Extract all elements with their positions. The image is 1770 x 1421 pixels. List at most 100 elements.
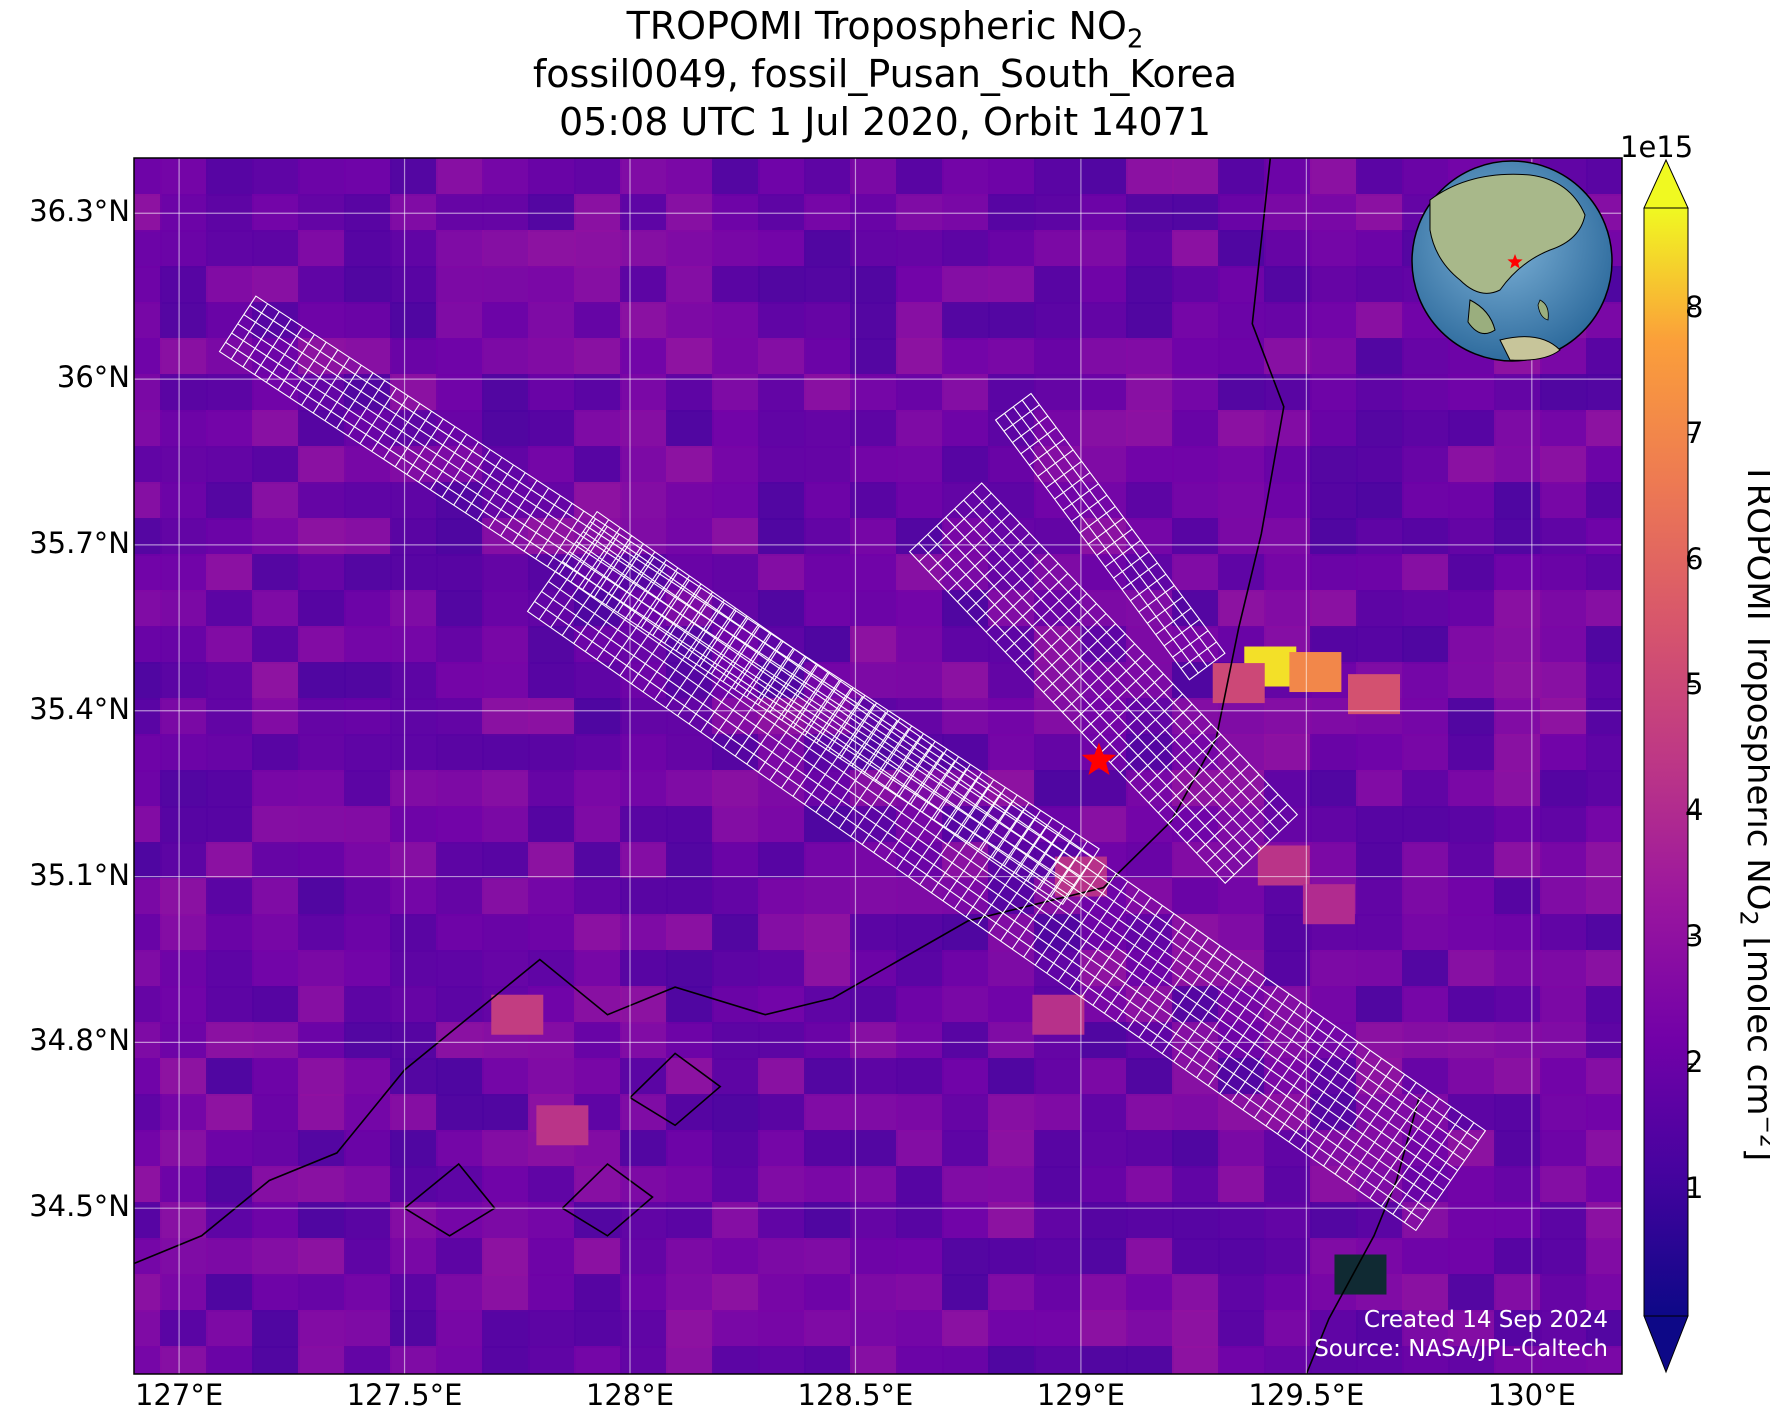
no2-pixel xyxy=(1494,914,1542,952)
no2-pixel xyxy=(1034,266,1082,304)
no2-pixel xyxy=(1126,1346,1174,1374)
no2-pixel xyxy=(436,302,484,340)
no2-pixel xyxy=(712,806,760,844)
no2-pixel xyxy=(482,1346,530,1374)
no2-pixel xyxy=(390,518,438,556)
no2-pixel xyxy=(942,698,990,736)
no2-pixel xyxy=(390,1238,438,1276)
no2-pixel xyxy=(252,626,300,664)
no2-pixel xyxy=(1218,1238,1266,1276)
no2-pixel xyxy=(134,446,162,484)
no2-pixel xyxy=(206,662,254,700)
no2-pixel xyxy=(850,158,898,196)
oco-footprint-edge xyxy=(589,521,1479,1142)
no2-pixel xyxy=(988,698,1036,736)
no2-pixel xyxy=(666,518,714,556)
colorbar-tick-label: 8 xyxy=(1685,289,1704,324)
no2-pixel xyxy=(1264,374,1312,412)
no2-pixel xyxy=(620,410,668,448)
no2-pixel xyxy=(134,1238,162,1276)
colorbar-tick-label: 3 xyxy=(1685,919,1704,954)
no2-pixel xyxy=(436,1094,484,1132)
no2-pixel xyxy=(528,302,576,340)
no2-pixel xyxy=(1356,590,1404,628)
no2-pixel xyxy=(528,770,576,808)
no2-pixel xyxy=(1494,878,1542,916)
no2-pixel xyxy=(758,482,806,520)
no2-pixel xyxy=(160,410,208,448)
no2-pixel xyxy=(1586,626,1622,664)
oco-footprint-edge xyxy=(569,551,1458,1172)
no2-pixel xyxy=(252,410,300,448)
no2-pixel xyxy=(1172,230,1220,268)
no2-pixel xyxy=(1402,626,1450,664)
no2-pixel xyxy=(1540,1274,1588,1312)
no2-pixel xyxy=(1540,626,1588,664)
no2-pixel xyxy=(206,878,254,916)
no2-pixel xyxy=(896,266,944,304)
no2-pixel xyxy=(528,230,576,268)
colorbar-tick-label: 7 xyxy=(1685,415,1704,450)
no2-pixel xyxy=(1356,302,1404,340)
no2-pixel xyxy=(482,1130,530,1168)
no2-pixel xyxy=(298,950,346,988)
no2-pixel xyxy=(942,374,990,412)
no2-pixel xyxy=(896,590,944,628)
no2-pixel xyxy=(206,446,254,484)
no2-pixel xyxy=(482,698,530,736)
no2-pixel xyxy=(1080,230,1128,268)
no2-pixel xyxy=(298,302,346,340)
oco-swath xyxy=(526,510,1487,1232)
no2-pixel xyxy=(1448,482,1496,520)
no2-pixel xyxy=(942,1346,990,1374)
no2-hotspot-pixel xyxy=(491,994,544,1035)
no2-pixel xyxy=(896,554,944,592)
no2-pixel xyxy=(712,554,760,592)
no2-pixel xyxy=(252,1346,300,1374)
no2-pixel xyxy=(1448,590,1496,628)
no2-pixel xyxy=(1356,842,1404,880)
no2-pixel xyxy=(988,482,1036,520)
no2-pixel xyxy=(134,806,162,844)
no2-pixel xyxy=(1126,1274,1174,1312)
no2-pixel xyxy=(850,986,898,1024)
no2-pixel xyxy=(436,842,484,880)
no2-pixel xyxy=(1034,626,1082,664)
no2-pixel xyxy=(1126,1094,1174,1132)
no2-pixel xyxy=(528,410,576,448)
no2-pixel xyxy=(1080,446,1128,484)
no2-pixel xyxy=(1494,1166,1542,1204)
no2-pixel xyxy=(666,1346,714,1374)
no2-pixel xyxy=(344,158,392,196)
no2-pixel xyxy=(252,1094,300,1132)
globe-asia-landmass xyxy=(1429,173,1586,294)
no2-pixel xyxy=(528,518,576,556)
no2-pixel xyxy=(344,1310,392,1348)
no2-pixel xyxy=(298,266,346,304)
oco-footprint-edge xyxy=(534,600,1424,1221)
no2-pixel xyxy=(850,1346,898,1374)
no2-pixel xyxy=(436,410,484,448)
no2-pixel xyxy=(482,1310,530,1348)
no2-pixel xyxy=(1172,158,1220,196)
no2-pixel xyxy=(1586,482,1622,520)
no2-pixel xyxy=(620,698,668,736)
no2-pixel xyxy=(436,806,484,844)
no2-pixel xyxy=(850,338,898,376)
no2-pixel xyxy=(134,158,162,196)
no2-pixel xyxy=(988,986,1036,1024)
no2-pixel xyxy=(1448,806,1496,844)
no2-pixel xyxy=(988,266,1036,304)
no2-pixel xyxy=(1126,158,1174,196)
no2-pixel xyxy=(1264,734,1312,772)
no2-pixel xyxy=(574,230,622,268)
no2-pixel xyxy=(804,482,852,520)
no2-pixel xyxy=(1310,1310,1358,1348)
no2-pixel xyxy=(574,662,622,700)
no2-pixel xyxy=(850,662,898,700)
no2-pixel xyxy=(850,878,898,916)
no2-pixel xyxy=(850,446,898,484)
no2-pixel xyxy=(390,374,438,412)
no2-pixel xyxy=(1034,1310,1082,1348)
no2-pixel xyxy=(1034,1346,1082,1374)
